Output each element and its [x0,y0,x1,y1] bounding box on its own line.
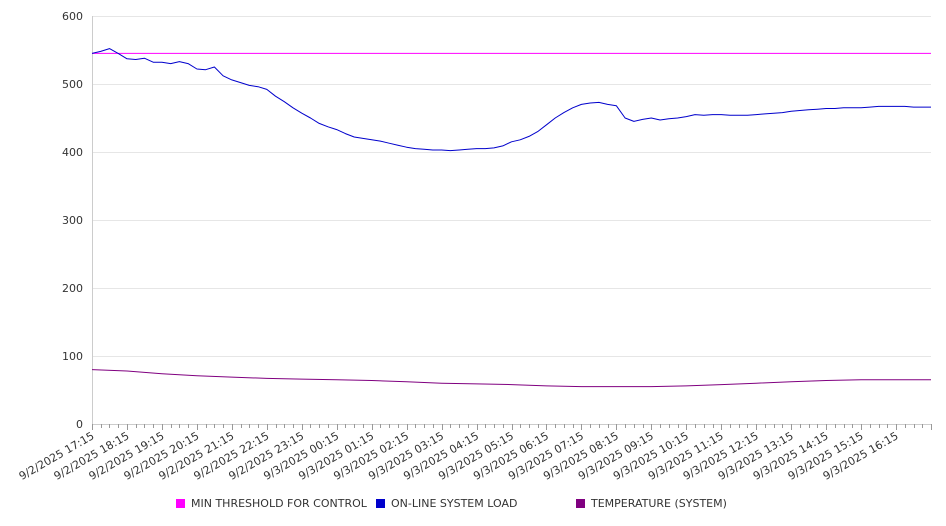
legend-item[interactable]: MIN THRESHOLD FOR CONTROL [176,497,367,510]
grid-lines [92,16,931,357]
legend-swatch [576,499,585,508]
x-axis-tick-labels: 9/2/2025 17:159/2/2025 18:159/2/2025 19:… [17,429,901,483]
series-lines [91,48,931,388]
legend-item[interactable]: TEMPERATURE (SYSTEM) [576,497,727,510]
legend-item[interactable]: ON-LINE SYSTEM LOAD [376,497,517,510]
legend: MIN THRESHOLD FOR CONTROL ON-LINE SYSTEM … [0,497,946,515]
y-tick-label: 0 [76,418,83,431]
legend-label: TEMPERATURE (SYSTEM) [591,497,727,510]
legend-swatch [176,499,185,508]
y-tick-label: 600 [62,10,83,23]
legend-label: MIN THRESHOLD FOR CONTROL [191,497,367,510]
series-line-2 [91,48,931,152]
legend-label: ON-LINE SYSTEM LOAD [391,497,518,510]
y-tick-label: 300 [62,214,83,227]
legend-swatch [376,499,385,508]
y-axis-tick-labels: 0 100 200 300 400 500 600 [62,10,83,431]
y-tick-label: 200 [62,282,83,295]
series-line-3 [91,369,931,388]
y-tick-label: 100 [62,350,83,363]
y-tick-label: 500 [62,78,83,91]
axes [92,16,932,430]
y-tick-label: 400 [62,146,83,159]
